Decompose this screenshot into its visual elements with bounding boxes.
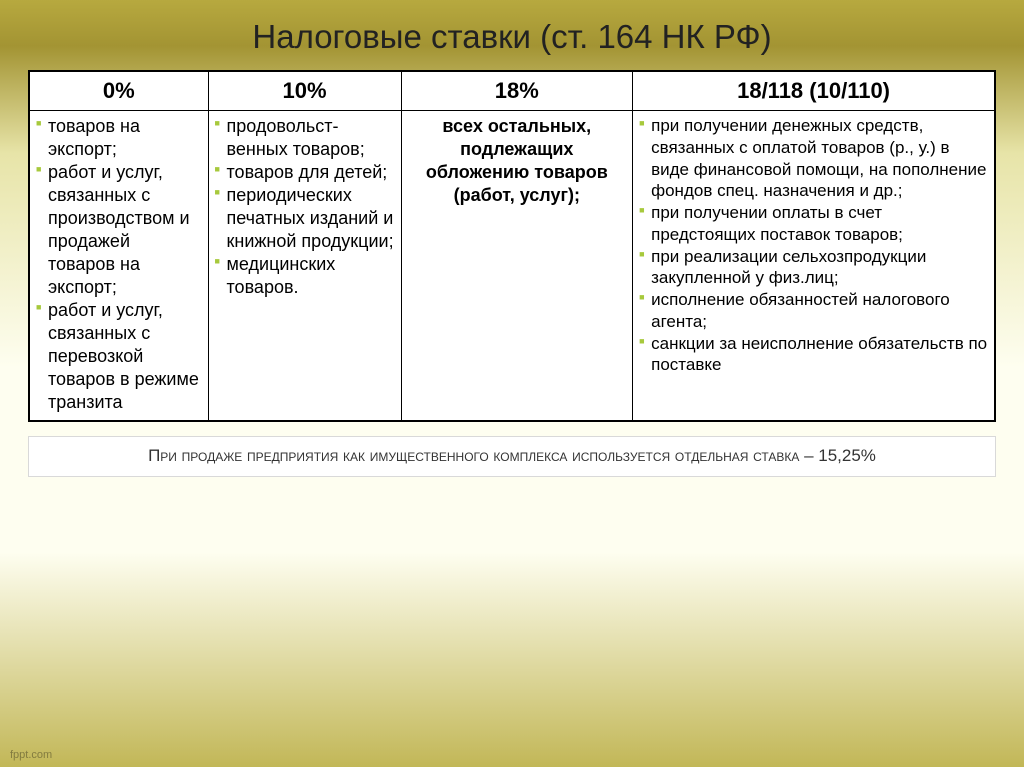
slide: Налоговые ставки (ст. 164 НК РФ) 0% 10% … (0, 0, 1024, 477)
cell-0pct: товаров на экспорт; работ и услуг, связа… (30, 111, 209, 421)
list-item: при получении оплаты в счет предстоящих … (639, 202, 988, 246)
cell-10pct: продовольст-венных товаров; товаров для … (208, 111, 401, 421)
col-header-1: 10% (208, 72, 401, 111)
col-header-0: 0% (30, 72, 209, 111)
list-item: работ и услуг, связанных с производством… (36, 161, 202, 299)
list-item: при реализации сельхозпродукции закуплен… (639, 246, 988, 290)
col-header-2: 18% (401, 72, 633, 111)
watermark: fppt.com (10, 749, 52, 761)
list-item: товаров на экспорт; (36, 115, 202, 161)
cell-18pct: всех остальных, подлежащих обложению тов… (401, 111, 633, 421)
cell-18-118: при получении денежных средств, связанны… (633, 111, 995, 421)
col-header-3: 18/118 (10/110) (633, 72, 995, 111)
list-0pct: товаров на экспорт; работ и услуг, связа… (36, 115, 202, 414)
table-row: товаров на экспорт; работ и услуг, связа… (30, 111, 995, 421)
list-item: санкции за неисполнение обязательств по … (639, 333, 988, 377)
tax-rates-table: 0% 10% 18% 18/118 (10/110) товаров на эк… (29, 71, 995, 421)
list-18-118: при получении денежных средств, связанны… (639, 115, 988, 376)
list-item: исполнение обязанностей налогового агент… (639, 289, 988, 333)
list-item: при получении денежных средств, связанны… (639, 115, 988, 202)
slide-title: Налоговые ставки (ст. 164 НК РФ) (28, 18, 996, 56)
list-item: работ и услуг, связанных с перевозкой то… (36, 299, 202, 414)
table-header-row: 0% 10% 18% 18/118 (10/110) (30, 72, 995, 111)
tax-rates-table-wrap: 0% 10% 18% 18/118 (10/110) товаров на эк… (28, 70, 996, 422)
list-item: продовольст-венных товаров; (215, 115, 395, 161)
footnote: При продаже предприятия как имущественно… (28, 436, 996, 476)
list-item: периодических печатных изданий и книжной… (215, 184, 395, 253)
list-item: товаров для детей; (215, 161, 395, 184)
list-item: медицинских товаров. (215, 253, 395, 299)
list-10pct: продовольст-венных товаров; товаров для … (215, 115, 395, 299)
